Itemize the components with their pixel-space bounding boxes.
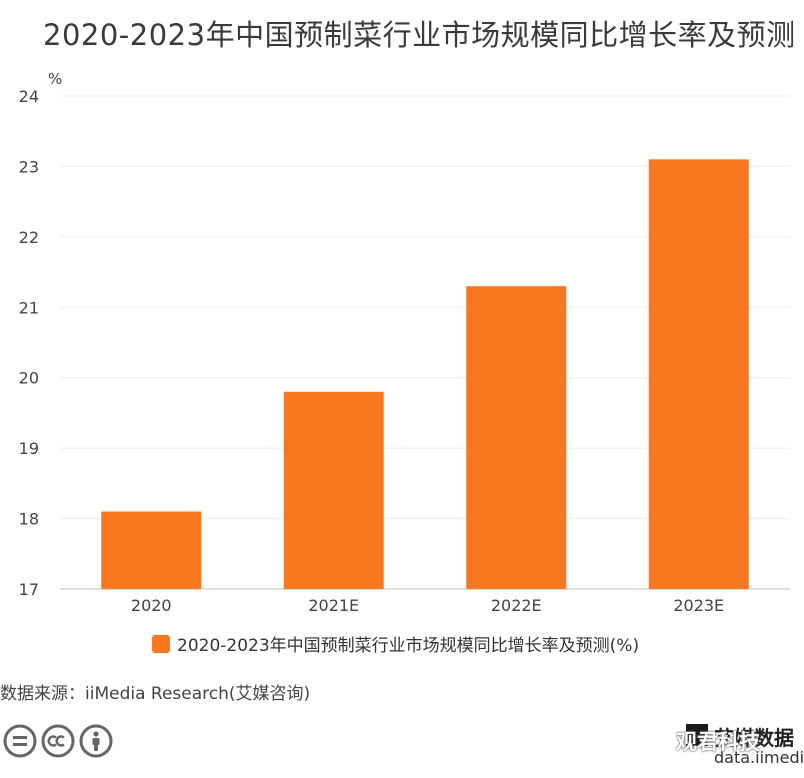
bar-2022E [466,286,567,589]
x-tick-label: 2020 [131,596,172,615]
brand-logo-icon [686,724,708,746]
legend-swatch [152,634,170,653]
y-tick-label: 17 [19,580,39,599]
y-tick-label: 19 [19,439,39,458]
bar-layer [101,159,749,589]
brand-url: data.iimedia [714,748,804,767]
cc-person-icon [79,724,113,758]
y-tick-label: 18 [19,510,39,529]
y-tick-label: 22 [19,228,39,247]
y-tick-label: 24 [19,87,39,106]
brand-name: 艾媒数据 [714,726,794,750]
brand-block: 艾媒数据 data.iimedia 观君科技 [676,722,804,778]
x-tick-label: 2022E [491,596,542,615]
cc-equal-icon [3,724,37,758]
bar-2020 [101,511,202,589]
legend-label: 2020-2023年中国预制菜行业市场规模同比增长率及预测(%) [177,636,640,656]
bar-2021E [283,391,384,589]
source-note: 数据来源：iiMedia Research(艾媒咨询) [0,684,311,704]
y-axis-unit-label: % [48,70,62,88]
bar-2023E [648,159,749,589]
tick-layer: 17 18 19 20 21 22 23 24 2020 2021E 2022E 2023E [19,87,725,615]
chart-title: 2020-2023年中国预制菜行业市场规模同比增长率及预测 [43,18,796,52]
x-tick-label: 2021E [308,596,359,615]
x-tick-label: 2023E [673,596,724,615]
watermark-text: 观君科技 [676,730,760,754]
cc-icon [41,724,75,758]
license-icons [3,724,113,758]
y-tick-label: 23 [19,157,39,176]
y-tick-label: 20 [19,369,39,388]
y-tick-label: 21 [19,298,39,317]
bar-chart: 17 18 19 20 21 22 23 24 2020 2021E 2022E 2023E % [19,70,790,615]
legend: 2020-2023年中国预制菜行业市场规模同比增长率及预测(%) [152,631,639,656]
